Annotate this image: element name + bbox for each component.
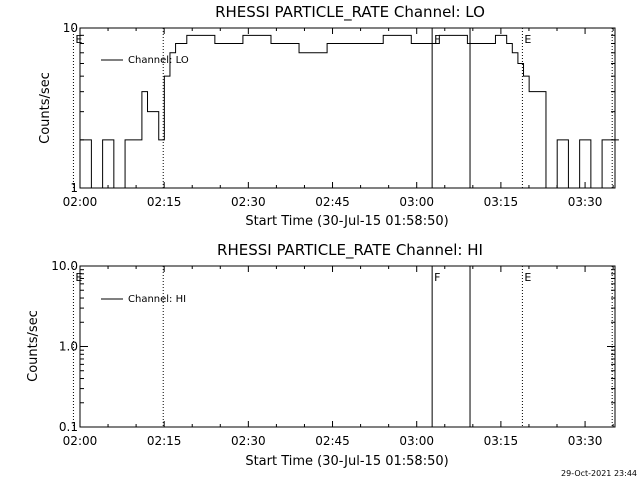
y-tick-label: 10.0: [51, 259, 78, 273]
y-tick-label: 10: [63, 21, 78, 35]
y-ticks-lo: 1 10: [63, 21, 615, 195]
x-tick-label: 03:30: [568, 195, 603, 209]
series-line-channel-lo: [80, 34, 619, 189]
x-tick-label: 03:30: [568, 434, 603, 448]
legend-hi: Channel: HI: [101, 294, 186, 305]
y-ticks-hi: 0.1 1.0 10.0: [51, 259, 615, 434]
y-tick-label: 0.1: [59, 420, 78, 434]
x-tick-label: 02:45: [315, 434, 350, 448]
x-axis-label-lo: Start Time (30-Jul-15 01:58:50): [245, 214, 448, 229]
x-tick-label: 02:30: [231, 434, 266, 448]
legend-entry-hi: Channel: HI: [128, 294, 186, 305]
y-tick-label: 1: [70, 181, 78, 195]
event-marker-label: F: [434, 33, 440, 46]
legend-lo: Channel: LO: [101, 55, 189, 66]
x-tick-label: 02:15: [147, 195, 182, 209]
x-axis-label-hi: Start Time (30-Jul-15 01:58:50): [245, 454, 448, 469]
x-tick-label: 03:00: [399, 434, 434, 448]
x-tick-label: 02:45: [315, 195, 350, 209]
chart-title-lo: RHESSI PARTICLE_RATE Channel: LO: [215, 3, 485, 22]
y-axis-label-lo: Counts/sec: [38, 72, 53, 144]
y-tick-label: 1.0: [59, 340, 78, 354]
x-ticks-hi: 02:00 02:15 02:30 02:45 03:00 03:15 03:30: [63, 266, 614, 448]
x-tick-label: 02:30: [231, 195, 266, 209]
event-marker-label: E: [524, 271, 531, 284]
panel-hi: RHESSI PARTICLE_RATE Channel: HI Counts/…: [26, 241, 616, 469]
x-tick-label: 03:00: [399, 195, 434, 209]
event-marker-label: E: [75, 271, 82, 284]
event-marker-label: E: [524, 33, 531, 46]
x-tick-label: 03:15: [484, 434, 519, 448]
x-tick-label: 02:00: [63, 195, 98, 209]
plot-frame-hi: [79, 265, 616, 428]
panel-lo: RHESSI PARTICLE_RATE Channel: LO Counts/…: [38, 3, 619, 229]
event-marker-label: E: [75, 33, 82, 46]
event-marker-label: F: [434, 271, 440, 284]
x-tick-label: 02:15: [147, 434, 182, 448]
legend-entry-lo: Channel: LO: [128, 55, 189, 66]
chart-title-hi: RHESSI PARTICLE_RATE Channel: HI: [217, 241, 483, 260]
footer-timestamp: 29-Oct-2021 23:44: [561, 469, 637, 478]
x-ticks-lo: 02:00 02:15 02:30 02:45 03:00 03:15 03:30: [63, 28, 614, 209]
x-tick-label: 03:15: [484, 195, 519, 209]
plot-frame-lo: [79, 27, 616, 189]
y-axis-label-hi: Counts/sec: [26, 310, 41, 382]
x-tick-label: 02:00: [63, 434, 98, 448]
